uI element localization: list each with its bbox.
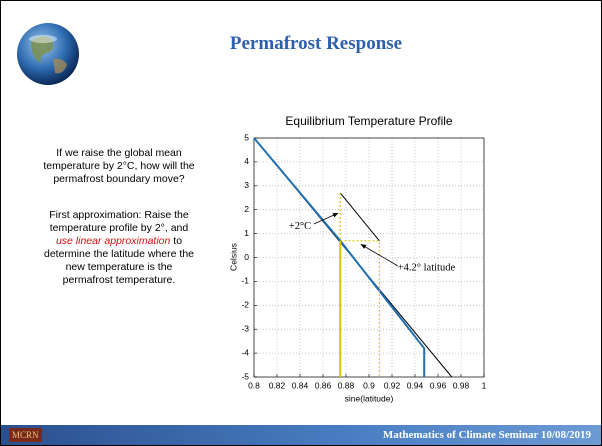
text: First approximation: Raise the temperatu… <box>49 209 189 234</box>
annotation: +4.2° latitude <box>398 263 456 274</box>
line <box>253 137 426 377</box>
y-tick-label: -4 <box>241 347 249 357</box>
x-axis-label: sine(latitude) <box>345 393 394 403</box>
y-tick-label: 0 <box>244 252 249 262</box>
y-axis-label: Celsius <box>228 243 238 271</box>
x-tick-label: 0.82 <box>269 380 286 390</box>
x-tick-label: 0.92 <box>384 380 401 390</box>
y-tick-label: 4 <box>244 156 249 166</box>
line <box>339 192 380 242</box>
y-tick-label: -3 <box>241 323 249 333</box>
y-tick-label: 2 <box>244 204 249 214</box>
footer-text: Mathematics of Climate Seminar 10/08/201… <box>382 429 591 441</box>
plot-frame <box>253 137 485 378</box>
paragraph: First approximation: Raise the temperatu… <box>41 209 197 287</box>
x-tick-label: 1 <box>482 380 487 390</box>
x-tick-label: 0.98 <box>453 380 470 390</box>
x-tick-label: 0.88 <box>338 380 355 390</box>
annotation-arrow <box>360 244 398 267</box>
y-tick-label: 1 <box>244 228 249 238</box>
x-tick-label: 0.96 <box>430 380 447 390</box>
text: to determine the latitude where the new … <box>43 235 194 286</box>
y-tick-label: 3 <box>244 180 249 190</box>
y-tick-label: -5 <box>241 371 249 381</box>
y-tick-label: -2 <box>241 300 249 310</box>
annotation-arrow <box>313 212 339 225</box>
x-tick-label: 0.9 <box>363 380 375 390</box>
paragraph: If we raise the global mean temperature … <box>41 147 197 186</box>
chart: Equilibrium Temperature Profile sine(lat… <box>228 114 487 403</box>
y-tick-label: 5 <box>244 132 249 142</box>
slide-title: Permafrost Response <box>229 33 403 54</box>
x-tick-label: 0.84 <box>292 380 309 390</box>
x-tick-label: 0.94 <box>407 380 424 390</box>
x-tick-label: 0.86 <box>315 380 332 390</box>
text: If we raise the global mean temperature … <box>43 147 195 185</box>
emphasis: use linear approximation <box>55 235 171 247</box>
footer: MCRN Mathematics of Climate Seminar 10/0… <box>1 425 601 445</box>
y-tick-label: -1 <box>241 276 249 286</box>
logo: MCRN <box>9 428 42 442</box>
chart-title: Equilibrium Temperature Profile <box>285 114 453 128</box>
globe <box>17 23 79 85</box>
x-tick-label: 0.8 <box>248 380 260 390</box>
annotation: +2°C <box>289 221 311 232</box>
